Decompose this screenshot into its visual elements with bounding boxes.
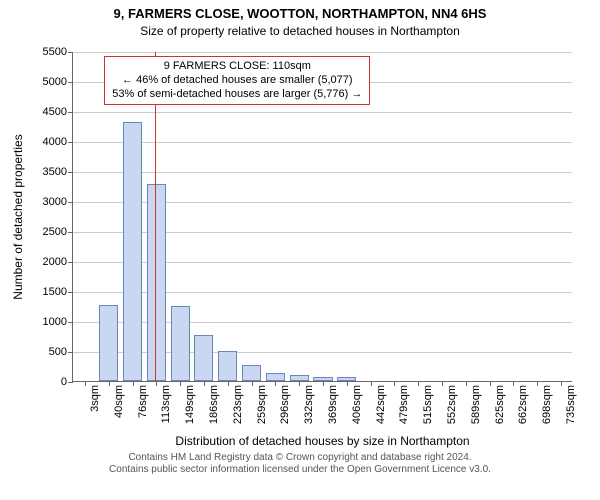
xtick-label: 76sqm — [137, 381, 149, 418]
ytick-label: 1500 — [43, 286, 73, 298]
ytick-label: 3500 — [43, 166, 73, 178]
ytick-label: 5000 — [43, 76, 73, 88]
xtick-mark — [513, 381, 514, 386]
xtick-label: 589sqm — [470, 381, 482, 424]
xtick-mark — [109, 381, 110, 386]
histogram-bar — [218, 351, 237, 381]
histogram-bar — [171, 306, 190, 381]
plot-area: 0500100015002000250030003500400045005000… — [72, 52, 572, 382]
histogram-bar — [266, 373, 285, 381]
ytick-label: 0 — [61, 376, 73, 388]
xtick-mark — [394, 381, 395, 386]
xtick-label: 442sqm — [375, 381, 387, 424]
xtick-mark — [228, 381, 229, 386]
callout-line: ← 46% of detached houses are smaller (5,… — [112, 74, 362, 88]
xtick-label: 735sqm — [565, 381, 577, 424]
xtick-label: 552sqm — [446, 381, 458, 424]
xtick-mark — [133, 381, 134, 386]
xtick-label: 406sqm — [351, 381, 363, 424]
xtick-label: 698sqm — [541, 381, 553, 424]
xtick-mark — [442, 381, 443, 386]
xtick-mark — [275, 381, 276, 386]
histogram-bar — [99, 305, 118, 381]
xtick-mark — [323, 381, 324, 386]
xtick-mark — [466, 381, 467, 386]
histogram-bar — [123, 122, 142, 381]
histogram-bar — [194, 335, 213, 381]
xtick-label: 662sqm — [517, 381, 529, 424]
histogram-bar — [147, 184, 166, 381]
histogram-bar — [242, 365, 261, 381]
xtick-mark — [252, 381, 253, 386]
grid-line — [73, 52, 572, 53]
footer-line-2: Contains public sector information licen… — [0, 464, 600, 476]
xtick-mark — [561, 381, 562, 386]
ytick-label: 5500 — [43, 46, 73, 58]
xtick-label: 40sqm — [113, 381, 125, 418]
ytick-label: 4000 — [43, 136, 73, 148]
xtick-mark — [180, 381, 181, 386]
xtick-mark — [371, 381, 372, 386]
xtick-label: 515sqm — [422, 381, 434, 424]
grid-line — [73, 112, 572, 113]
grid-line — [73, 172, 572, 173]
xtick-mark — [490, 381, 491, 386]
chart-footer: Contains HM Land Registry data © Crown c… — [0, 452, 600, 476]
xtick-label: 259sqm — [256, 381, 268, 424]
xtick-label: 625sqm — [494, 381, 506, 424]
xtick-label: 113sqm — [160, 381, 172, 423]
xtick-label: 479sqm — [398, 381, 410, 424]
chart-title-sub: Size of property relative to detached ho… — [0, 24, 600, 38]
ytick-label: 500 — [49, 346, 73, 358]
callout-box: 9 FARMERS CLOSE: 110sqm← 46% of detached… — [104, 56, 370, 105]
chart-title-main: 9, FARMERS CLOSE, WOOTTON, NORTHAMPTON, … — [0, 6, 600, 21]
xtick-label: 186sqm — [208, 381, 220, 424]
xtick-label: 3sqm — [89, 381, 101, 412]
ytick-label: 1000 — [43, 316, 73, 328]
xtick-mark — [156, 381, 157, 386]
footer-line-1: Contains HM Land Registry data © Crown c… — [0, 452, 600, 464]
callout-line: 53% of semi-detached houses are larger (… — [112, 88, 362, 102]
xtick-mark — [537, 381, 538, 386]
ytick-label: 3000 — [43, 196, 73, 208]
xtick-label: 296sqm — [279, 381, 291, 424]
xtick-mark — [85, 381, 86, 386]
ytick-label: 4500 — [43, 106, 73, 118]
xtick-label: 332sqm — [303, 381, 315, 424]
xtick-mark — [418, 381, 419, 386]
ytick-label: 2000 — [43, 256, 73, 268]
y-axis-label: Number of detached properties — [11, 134, 25, 299]
xtick-label: 223sqm — [232, 381, 244, 424]
x-axis-label: Distribution of detached houses by size … — [73, 434, 572, 448]
xtick-label: 149sqm — [184, 381, 196, 424]
xtick-label: 369sqm — [327, 381, 339, 424]
xtick-mark — [347, 381, 348, 386]
ytick-label: 2500 — [43, 226, 73, 238]
grid-line — [73, 142, 572, 143]
xtick-mark — [299, 381, 300, 386]
xtick-mark — [204, 381, 205, 386]
callout-line: 9 FARMERS CLOSE: 110sqm — [112, 60, 362, 74]
